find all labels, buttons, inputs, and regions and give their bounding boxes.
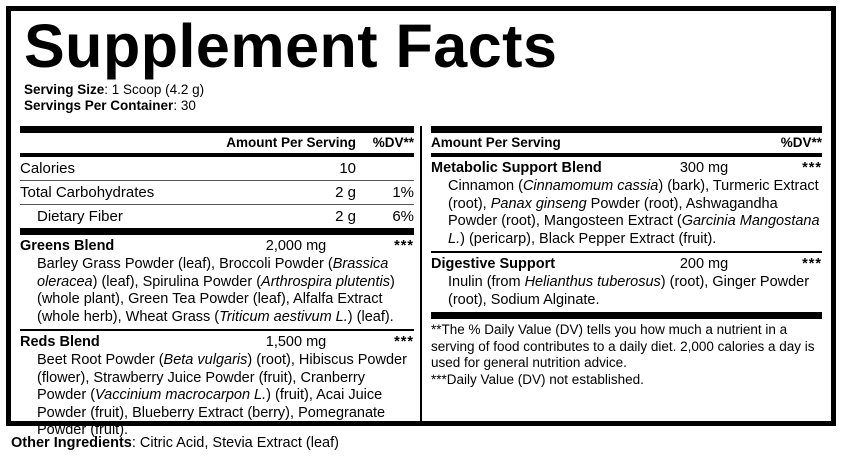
- blend-amount: 300 mg: [679, 160, 729, 176]
- blend-divider: [431, 251, 822, 253]
- blend-name: Reds Blend: [20, 334, 100, 350]
- blend-header: Digestive Support 200 mg ***: [431, 253, 822, 273]
- blend-dv: ***: [802, 160, 822, 176]
- footnote-dv-not-established: ***Daily Value (DV) not established.: [431, 371, 644, 387]
- nutrient-dv: 1%: [392, 184, 414, 201]
- row-divider: [20, 180, 414, 181]
- right-column-header: Amount Per Serving %DV**: [431, 133, 822, 153]
- blend-divider: [20, 329, 414, 331]
- table-row: Calories 10: [20, 157, 414, 180]
- right-column: Amount Per Serving %DV** Metabolic Suppo…: [422, 126, 822, 422]
- table-row: Dietary Fiber 2 g 6%: [20, 205, 414, 228]
- nutrient-name: Total Carbohydrates: [20, 184, 155, 201]
- blend-header: Metabolic Support Blend 300 mg ***: [431, 157, 822, 177]
- blend-amount: 2,000 mg: [265, 238, 327, 254]
- nutrient-name: Dietary Fiber: [37, 208, 123, 225]
- row-divider: [20, 204, 414, 205]
- blend-dv: ***: [802, 256, 822, 272]
- blend-ingredients: Inulin (from Helianthus tuberosus) (root…: [448, 274, 810, 308]
- blend-ingredients: Barley Grass Powder (leaf), Broccoli Pow…: [37, 256, 395, 325]
- serving-size-line: Serving Size: 1 Scoop (4.2 g): [24, 82, 822, 98]
- label-panel: Supplement Facts Serving Size: 1 Scoop (…: [6, 6, 836, 438]
- left-column: Amount Per Serving %DV** Calories 10 Tot…: [20, 126, 420, 438]
- page-title: Supplement Facts: [24, 12, 558, 80]
- blend-amount: 200 mg: [679, 256, 729, 272]
- left-column-header: Amount Per Serving %DV**: [20, 133, 414, 153]
- nutrient-amount: 2 g: [335, 208, 356, 225]
- left-amount-per-serving-header: Amount Per Serving: [226, 135, 356, 150]
- blend-header: Greens Blend 2,000 mg ***: [20, 235, 414, 255]
- footnote-dv-explanation: **The % Daily Value (DV) tells you how m…: [431, 322, 815, 370]
- blend-dv: ***: [394, 238, 414, 254]
- blend-name: Digestive Support: [431, 256, 556, 272]
- left-percent-dv-header: %DV**: [372, 135, 414, 150]
- right-top-bar: [431, 126, 822, 133]
- blend-ingredients: Beet Root Powder (Beta vulgaris) (root),…: [37, 352, 407, 438]
- blend-ingredients: Cinnamon (Cinnamomum cassia) (bark), Tur…: [448, 178, 820, 247]
- blend-amount: 1,500 mg: [265, 334, 327, 350]
- right-amount-per-serving-header: Amount Per Serving: [431, 135, 561, 150]
- table-row: Total Carbohydrates 2 g 1%: [20, 181, 414, 204]
- other-ingredients-label: Other Ingredients: [11, 435, 132, 451]
- nutrient-name: Calories: [20, 160, 76, 177]
- servings-per-container-label: Servings Per Container: [24, 98, 174, 113]
- other-ingredients-value: : Citric Acid, Stevia Extract (leaf): [131, 435, 339, 451]
- blend-name: Greens Blend: [20, 238, 115, 254]
- column-divider: [420, 126, 422, 422]
- other-ingredients: Other Ingredients: Citric Acid, Stevia E…: [11, 434, 339, 452]
- nutrient-dv: 6%: [392, 208, 414, 225]
- blend-name: Metabolic Support Blend: [431, 160, 602, 176]
- left-blend-bar: [20, 228, 414, 235]
- left-top-bar: [20, 126, 414, 133]
- nutrient-amount: 10: [339, 160, 356, 177]
- right-footnote-bar: [431, 312, 822, 319]
- nutrition-columns: Amount Per Serving %DV** Calories 10 Tot…: [20, 126, 822, 438]
- serving-size-label: Serving Size: [24, 82, 105, 97]
- servings-per-container-value: : 30: [173, 98, 196, 113]
- left-header-bar: [20, 153, 414, 157]
- nutrient-amount: 2 g: [335, 184, 356, 201]
- serving-info: Serving Size: 1 Scoop (4.2 g) Servings P…: [24, 82, 822, 114]
- right-percent-dv-header: %DV**: [780, 135, 822, 150]
- blend-dv: ***: [394, 334, 414, 350]
- serving-size-value: : 1 Scoop (4.2 g): [104, 82, 205, 97]
- right-header-bar: [431, 153, 822, 157]
- servings-per-container-line: Servings Per Container: 30: [24, 98, 822, 114]
- blend-header: Reds Blend 1,500 mg ***: [20, 331, 414, 351]
